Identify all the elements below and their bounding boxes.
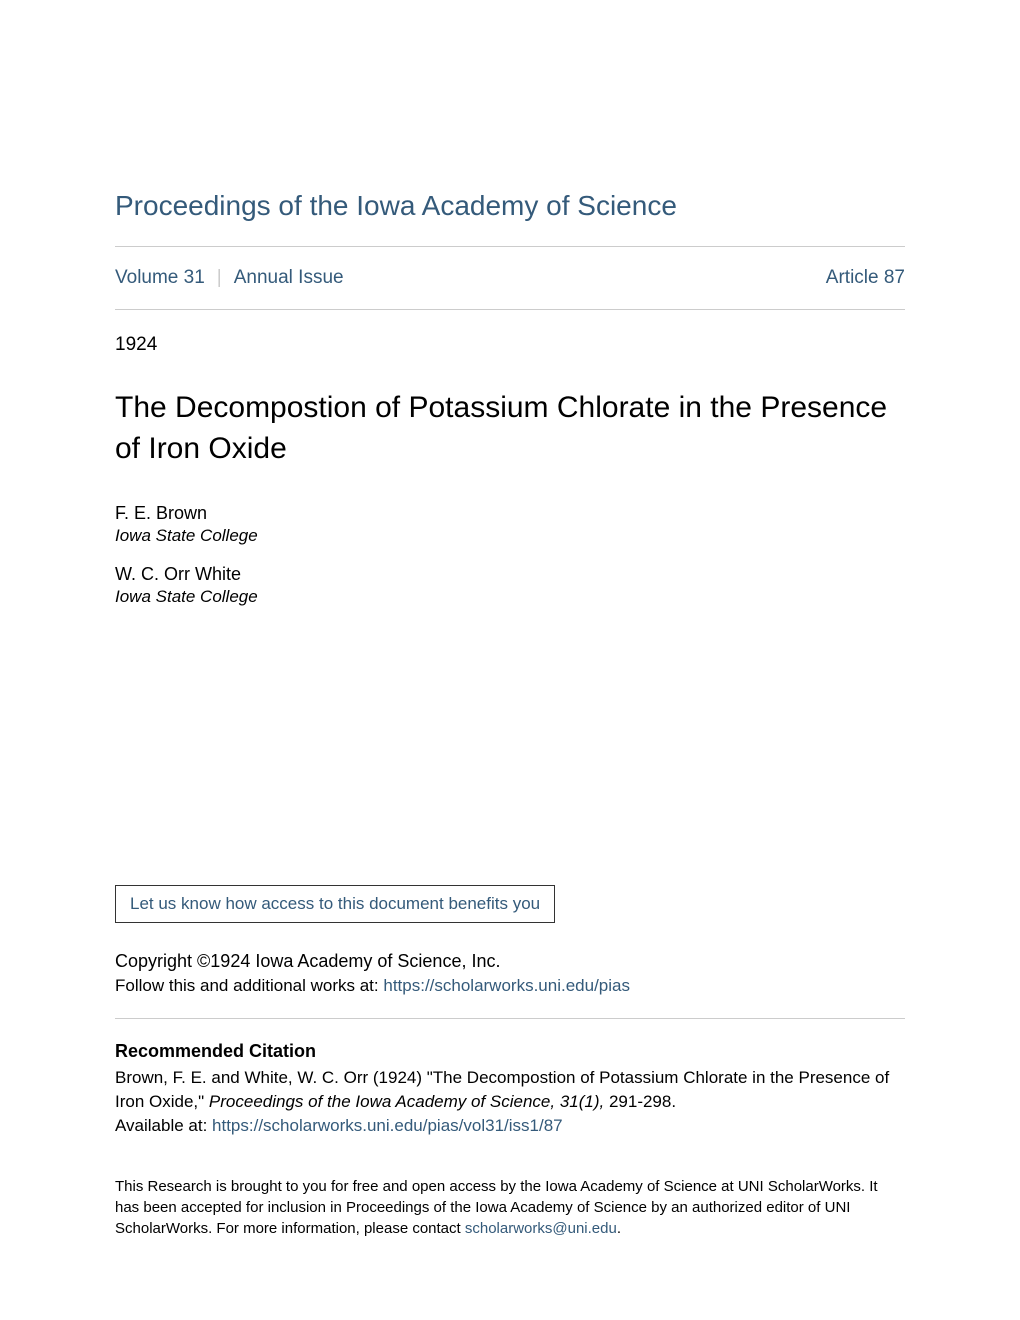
meta-left: Volume 31 | Annual Issue [115, 267, 344, 289]
publication-year: 1924 [115, 334, 905, 356]
divider-meta [115, 309, 905, 310]
footer-after: . [617, 1220, 621, 1237]
issue-link[interactable]: Annual Issue [234, 267, 344, 289]
citation-heading: Recommended Citation [115, 1041, 905, 1062]
meta-row: Volume 31 | Annual Issue Article 87 [115, 247, 905, 309]
author-block-1: F. E. Brown Iowa State College [115, 503, 905, 546]
follow-line: Follow this and additional works at: htt… [115, 976, 905, 996]
follow-text: Follow this and additional works at: [115, 976, 383, 995]
available-url-link[interactable]: https://scholarworks.uni.edu/pias/vol31/… [212, 1116, 563, 1135]
author-block-2: W. C. Orr White Iowa State College [115, 564, 905, 607]
available-label: Available at: [115, 1116, 212, 1135]
available-at: Available at: https://scholarworks.uni.e… [115, 1116, 905, 1136]
spacer [115, 625, 905, 885]
article-title: The Decompostion of Potassium Chlorate i… [115, 388, 905, 469]
journal-title-link[interactable]: Proceedings of the Iowa Academy of Scien… [115, 190, 677, 221]
benefit-link[interactable]: Let us know how access to this document … [130, 894, 540, 913]
journal-title: Proceedings of the Iowa Academy of Scien… [115, 190, 905, 222]
author-name: F. E. Brown [115, 503, 905, 524]
citation-after: 291-298. [604, 1092, 676, 1111]
benefit-box: Let us know how access to this document … [115, 885, 555, 923]
meta-separator: | [217, 267, 222, 289]
article-link[interactable]: Article 87 [826, 267, 905, 289]
author-affiliation: Iowa State College [115, 526, 905, 546]
divider-citation [115, 1018, 905, 1019]
citation-journal: Proceedings of the Iowa Academy of Scien… [209, 1092, 604, 1111]
follow-url-link[interactable]: https://scholarworks.uni.edu/pias [383, 976, 630, 995]
copyright-text: Copyright ©1924 Iowa Academy of Science,… [115, 951, 905, 972]
citation-text: Brown, F. E. and White, W. C. Orr (1924)… [115, 1066, 905, 1114]
footer-text: This Research is brought to you for free… [115, 1176, 905, 1239]
footer-email-link[interactable]: scholarworks@uni.edu [465, 1220, 617, 1237]
author-affiliation: Iowa State College [115, 587, 905, 607]
author-name: W. C. Orr White [115, 564, 905, 585]
volume-link[interactable]: Volume 31 [115, 267, 205, 289]
